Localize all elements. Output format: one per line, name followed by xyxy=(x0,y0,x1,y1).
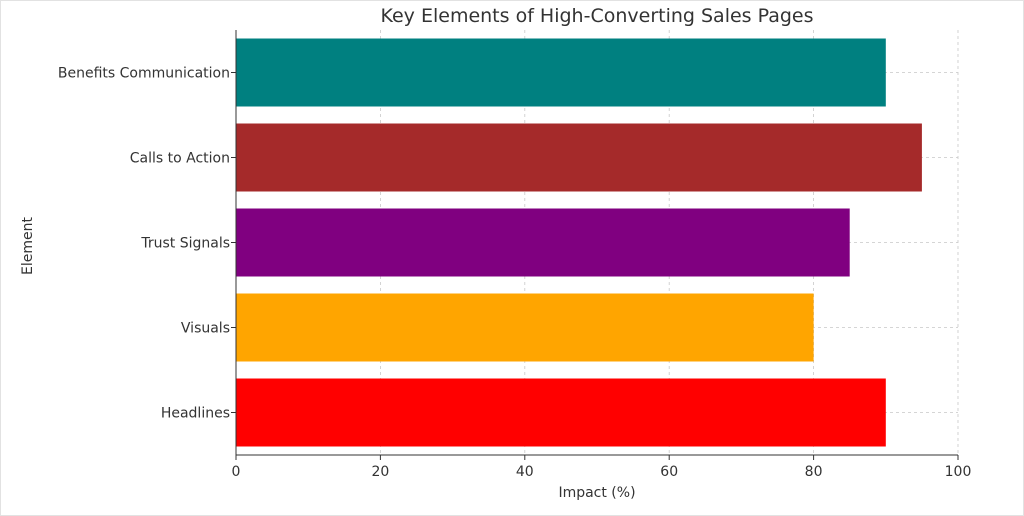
x-tick-label: 60 xyxy=(660,464,678,480)
bar-calls-to-action xyxy=(236,123,922,192)
bar-trust-signals xyxy=(236,208,850,277)
x-tick-label: 0 xyxy=(232,464,241,480)
y-tick-label: Benefits Communication xyxy=(58,66,230,82)
x-axis-label: Impact (%) xyxy=(558,485,635,501)
x-tick-label: 40 xyxy=(516,464,534,480)
y-tick-label: Headlines xyxy=(161,406,230,422)
x-tick-labels: 0 20 40 60 80 100 xyxy=(232,455,972,480)
bars xyxy=(236,38,922,447)
x-tick-label: 100 xyxy=(945,464,972,480)
x-tick-label: 20 xyxy=(371,464,389,480)
bar-visuals xyxy=(236,293,814,362)
y-tick-labels: Headlines Visuals Trust Signals Calls to Ac… xyxy=(58,66,236,422)
y-axis-label: Element xyxy=(20,217,36,275)
y-tick-label: Calls to Action xyxy=(130,151,230,167)
bar-benefits-communication xyxy=(236,38,886,107)
chart-title: Key Elements of High-Converting Sales Pa… xyxy=(380,5,813,27)
bar-headlines xyxy=(236,378,886,447)
y-tick-label: Trust Signals xyxy=(140,236,230,252)
x-tick-label: 80 xyxy=(805,464,823,480)
y-tick-label: Visuals xyxy=(181,321,230,337)
